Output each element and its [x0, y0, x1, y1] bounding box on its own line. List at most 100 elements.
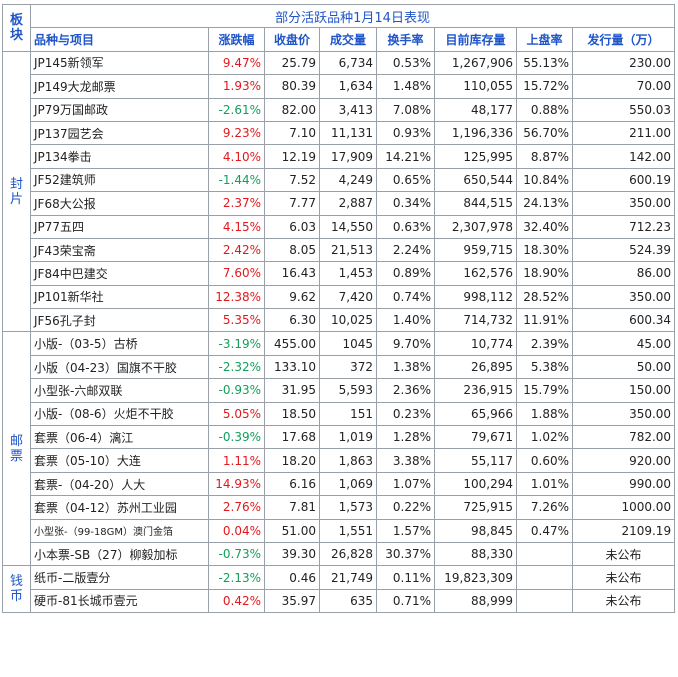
volume-cell: 635: [319, 588, 377, 614]
table-row: JF43荣宝斋 2.42% 8.05 21,513 2.24% 959,715 18.30%…: [3, 237, 676, 263]
table-row: 小型张-（99-18GM）澳门金箔 0.04% 51.00 1,551 1.57% 98,…: [3, 518, 676, 543]
close-price-cell: 80.39: [264, 74, 320, 99]
table-row: 钱币 纸币-二版壹分 -2.13% 0.46 21,749 0.11% 19,823,309…: [2, 565, 676, 614]
item-name: 纸币-二版壹分: [30, 565, 209, 590]
stock-cell: 125,995: [434, 144, 517, 169]
close-price-cell: 6.30: [264, 308, 320, 333]
change-cell: 9.47%: [208, 50, 265, 76]
change-cell: -1.44%: [208, 167, 265, 193]
volume-cell: 2,887: [319, 191, 377, 216]
volume-cell: 1045: [319, 331, 377, 356]
close-price-cell: 0.46: [264, 565, 320, 590]
turnover-cell: 3.38%: [376, 448, 435, 473]
issue-volume-cell: 未公布: [571, 565, 676, 590]
volume-cell: 372: [319, 354, 377, 380]
col-header-stock: 目前库存量: [434, 27, 517, 52]
stock-cell: 98,845: [434, 518, 517, 543]
listing-rate-cell: 10.84%: [516, 167, 573, 193]
issue-volume-cell: 1000.00: [571, 495, 676, 520]
item-name: 套票（04-12）苏州工业园: [30, 495, 209, 520]
table-body: 封片 JP145新领军 9.47% 25.79 6,734 0.53% 1,267,906 5…: [2, 50, 676, 614]
close-price-cell: 6.16: [264, 471, 320, 497]
table-row: 小版-（08-6）火炬不干胶 5.05% 18.50 151 0.23% 65,966 1.…: [3, 401, 676, 427]
listing-rate-cell: 24.13%: [516, 191, 573, 216]
col-header-name: 品种与项目: [30, 27, 209, 52]
issue-volume-cell: 782.00: [571, 425, 676, 450]
col-header-listing: 上盘率: [516, 27, 573, 52]
section-label-text: 封片: [9, 176, 23, 207]
section-label: 封片: [2, 50, 31, 333]
volume-cell: 1,453: [319, 261, 377, 286]
close-price-cell: 17.68: [264, 425, 320, 450]
table-row: JF68大公报 2.37% 7.77 2,887 0.34% 844,515 24.13% 3…: [3, 191, 676, 216]
table-row: JP149大龙邮票 1.93% 80.39 1,634 1.48% 110,055 15.7…: [3, 74, 676, 99]
issue-volume-cell: 350.00: [571, 191, 676, 216]
turnover-cell: 1.38%: [376, 354, 435, 380]
issue-volume-cell: 230.00: [571, 50, 676, 76]
volume-cell: 1,551: [319, 518, 377, 543]
table-row: 套票（04-12）苏州工业园 2.76% 7.81 1,573 0.22% 725,915…: [3, 495, 676, 520]
close-price-cell: 82.00: [264, 97, 320, 122]
volume-cell: 7,420: [319, 284, 377, 310]
change-cell: 0.04%: [208, 518, 265, 543]
change-cell: 4.10%: [208, 144, 265, 169]
table-row: 小本票-SB（27）柳毅加标 -0.73% 39.30 26,828 30.37% 88,…: [3, 541, 676, 567]
close-price-cell: 7.52: [264, 167, 320, 193]
stock-cell: 88,330: [434, 541, 517, 567]
issue-volume-cell: 未公布: [571, 588, 676, 614]
item-name: 小本票-SB（27）柳毅加标: [30, 541, 209, 567]
item-name: 小版-（03-5）古桥: [30, 331, 209, 356]
item-name: JF43荣宝斋: [30, 237, 209, 263]
issue-volume-cell: 600.19: [571, 167, 676, 193]
item-name: 小型张-（99-18GM）澳门金箔: [30, 518, 209, 543]
turnover-cell: 1.28%: [376, 425, 435, 450]
table-row: JP134拳击 4.10% 12.19 17,909 14.21% 125,995 8.87…: [3, 144, 676, 169]
turnover-cell: 0.22%: [376, 495, 435, 520]
close-price-cell: 39.30: [264, 541, 320, 567]
title-row: 板块 部分活跃品种1月14日表现: [2, 3, 676, 52]
table-row: 封片 JP145新领军 9.47% 25.79 6,734 0.53% 1,267,906 5…: [2, 50, 676, 333]
change-cell: -2.13%: [208, 565, 265, 590]
item-name: JP77五四: [30, 214, 209, 239]
change-cell: 7.60%: [208, 261, 265, 286]
table-row: JP77五四 4.15% 6.03 14,550 0.63% 2,307,978 32.40…: [3, 214, 676, 239]
volume-cell: 1,863: [319, 448, 377, 473]
close-price-cell: 12.19: [264, 144, 320, 169]
table-row: 小型张-六邮双联 -0.93% 31.95 5,593 2.36% 236,915 15.7…: [3, 378, 676, 403]
table-row: JP137园艺会 9.23% 7.10 11,131 0.93% 1,196,336 56.…: [3, 120, 676, 146]
volume-cell: 4,249: [319, 167, 377, 193]
listing-rate-cell: 28.52%: [516, 284, 573, 310]
change-cell: 2.76%: [208, 495, 265, 520]
stock-cell: 650,544: [434, 167, 517, 193]
change-cell: 14.93%: [208, 471, 265, 497]
turnover-cell: 0.11%: [376, 565, 435, 590]
stock-cell: 79,671: [434, 425, 517, 450]
table-row: 硬币-81长城币壹元 0.42% 35.97 635 0.71% 88,999 未公布: [3, 588, 676, 614]
listing-rate-cell: [516, 565, 573, 590]
stock-cell: 48,177: [434, 97, 517, 122]
turnover-cell: 0.93%: [376, 120, 435, 146]
change-cell: 1.11%: [208, 448, 265, 473]
table-title: 部分活跃品种1月14日表现: [29, 3, 676, 29]
volume-cell: 1,573: [319, 495, 377, 520]
issue-volume-cell: 211.00: [571, 120, 676, 146]
change-cell: -2.32%: [208, 354, 265, 380]
listing-rate-cell: 18.90%: [516, 261, 573, 286]
volume-cell: 1,069: [319, 471, 377, 497]
change-cell: 12.38%: [208, 284, 265, 310]
section-label: 邮票: [2, 331, 31, 567]
close-price-cell: 51.00: [264, 518, 320, 543]
change-cell: -0.93%: [208, 378, 265, 403]
stock-cell: 1,267,906: [434, 50, 517, 76]
issue-volume-cell: 45.00: [571, 331, 676, 356]
change-cell: -3.19%: [208, 331, 265, 356]
listing-rate-cell: 0.47%: [516, 518, 573, 543]
col-header-volume: 成交量: [319, 27, 377, 52]
listing-rate-cell: 18.30%: [516, 237, 573, 263]
turnover-cell: 0.63%: [376, 214, 435, 239]
stock-cell: 714,732: [434, 308, 517, 333]
listing-rate-cell: 1.88%: [516, 401, 573, 427]
listing-rate-cell: 1.02%: [516, 425, 573, 450]
item-name: 套票（05-10）大连: [30, 448, 209, 473]
close-price-cell: 7.81: [264, 495, 320, 520]
